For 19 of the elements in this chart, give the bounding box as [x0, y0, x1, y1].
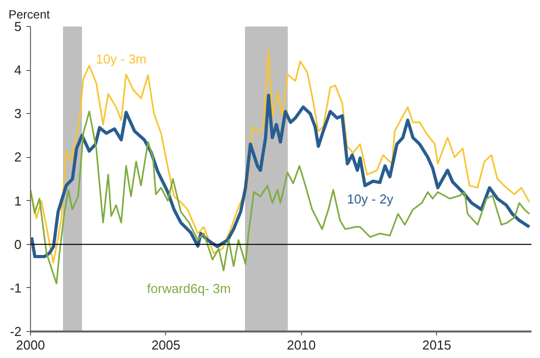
line-series	[30, 50, 530, 264]
line-series	[30, 110, 530, 284]
y-tick-label: 2	[14, 150, 22, 165]
y-tick-label: 4	[14, 62, 22, 78]
line-series	[30, 94, 531, 258]
y-tick-label: 0	[14, 236, 22, 252]
y-tick-label: 3	[14, 106, 22, 122]
x-tick-label: 2015	[422, 338, 452, 352]
series-label: 10y - 2y	[346, 192, 394, 207]
x-tick-label: 2000	[16, 338, 45, 352]
y-tick-label: 1	[14, 193, 22, 208]
y-tick-label: -2	[10, 324, 22, 339]
x-tick-label: 2005	[151, 338, 180, 352]
series-label: forward6q- 3m	[147, 281, 231, 296]
y-tick-label: -1	[10, 280, 22, 296]
y-tick-label: 5	[14, 19, 22, 34]
series-label: 10y - 3m	[96, 52, 147, 67]
x-tick-label: 2010	[286, 338, 316, 352]
y-axis-title: Percent	[8, 8, 51, 22]
